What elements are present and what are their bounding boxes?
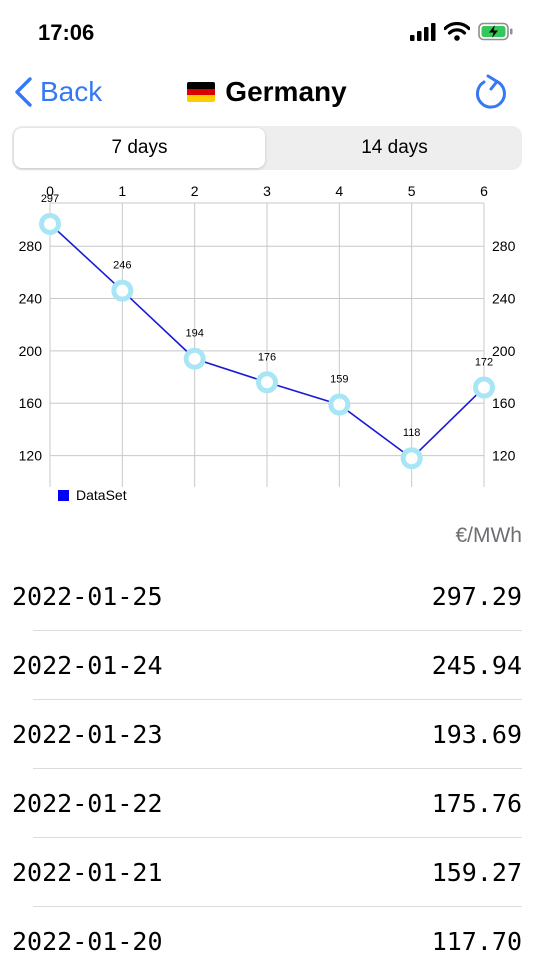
y-tick-label-right: 160 <box>492 395 516 411</box>
data-point <box>328 393 351 416</box>
y-tick-label-left: 120 <box>19 448 43 464</box>
data-label: 194 <box>185 328 203 340</box>
status-time: 17:06 <box>38 20 95 45</box>
wifi-icon <box>444 22 470 41</box>
data-label: 118 <box>403 427 421 439</box>
y-tick-label-right: 200 <box>492 343 516 359</box>
price-value: 175.76 <box>431 789 522 818</box>
page-title: Germany <box>0 76 534 108</box>
data-point <box>183 347 206 370</box>
x-tick-label: 6 <box>480 183 488 199</box>
y-tick-label-right: 280 <box>492 238 516 254</box>
x-tick-label: 1 <box>118 183 126 199</box>
data-point <box>473 376 495 399</box>
chart-data-labels: 297 246 194 176 159 118 172 <box>41 193 493 439</box>
y-tick-label-left: 240 <box>19 291 43 307</box>
data-label: 172 <box>475 357 493 369</box>
refresh-icon <box>475 74 506 109</box>
price-row: 2022-01-21 159.27 <box>12 838 522 907</box>
legend-label: DataSet <box>76 487 127 503</box>
status-icons <box>410 22 514 41</box>
y-tick-label-left: 200 <box>19 343 43 359</box>
price-row: 2022-01-22 175.76 <box>12 769 522 838</box>
legend-swatch <box>58 490 69 501</box>
price-row: 2022-01-24 245.94 <box>12 631 522 700</box>
data-point <box>111 279 134 302</box>
x-tick-label: 0 <box>46 183 54 199</box>
data-label: 159 <box>330 374 348 386</box>
data-point <box>400 447 423 470</box>
y-tick-label-left: 280 <box>19 238 43 254</box>
country-name: Germany <box>225 76 347 107</box>
price-date: 2022-01-25 <box>12 582 163 611</box>
battery-charging-icon <box>478 22 513 41</box>
x-tick-label: 5 <box>408 183 416 199</box>
segment-7-days[interactable]: 7 days <box>14 128 265 168</box>
germany-flag-icon <box>187 82 216 102</box>
segment-14-days[interactable]: 14 days <box>361 137 428 158</box>
price-value: 297.29 <box>431 582 522 611</box>
data-point <box>256 371 278 394</box>
refresh-button[interactable] <box>470 72 512 114</box>
chevron-left-icon <box>15 77 32 107</box>
price-value: 159.27 <box>431 858 522 887</box>
y-tick-label-left: 160 <box>19 395 43 411</box>
y-tick-label-right: 120 <box>492 448 516 464</box>
back-label: Back <box>40 76 103 107</box>
price-row: 2022-01-20 117.70 <box>12 907 522 975</box>
chart-y-ticks-right: 120 160 200 240 280 <box>492 238 516 463</box>
price-date: 2022-01-23 <box>12 720 163 749</box>
back-button[interactable]: Back <box>12 76 102 108</box>
data-label: 246 <box>113 260 131 272</box>
range-segmented-control: 7 days 14 days <box>12 126 522 170</box>
price-value: 245.94 <box>431 651 522 680</box>
price-date: 2022-01-20 <box>12 927 163 956</box>
price-date: 2022-01-21 <box>12 858 163 887</box>
price-row: 2022-01-23 193.69 <box>12 700 522 769</box>
price-row: 2022-01-25 297.29 <box>12 562 522 631</box>
price-date: 2022-01-24 <box>12 651 163 680</box>
unit-label: €/MWh <box>455 524 522 547</box>
navigation-bar: Back Germany <box>0 64 534 124</box>
x-tick-label: 4 <box>335 183 343 199</box>
chart-y-ticks-left: 120 160 200 240 280 <box>19 238 43 463</box>
chart-legend: DataSet <box>58 487 127 503</box>
price-value: 117.70 <box>431 927 522 956</box>
price-value: 193.69 <box>431 720 522 749</box>
data-label: 176 <box>258 351 276 363</box>
price-date: 2022-01-22 <box>12 789 163 818</box>
chart-points <box>39 212 495 470</box>
chart-grid <box>49 202 485 487</box>
data-label: 297 <box>41 193 59 205</box>
data-point <box>39 212 61 235</box>
chart-x-ticks: 0 1 2 3 4 5 6 <box>46 183 488 199</box>
price-list: 2022-01-25 297.29 2022-01-24 245.94 2022-01-… <box>0 562 534 975</box>
status-bar: 17:06 <box>0 0 534 64</box>
x-tick-label: 3 <box>263 183 271 199</box>
x-tick-label: 2 <box>191 183 199 199</box>
y-tick-label-right: 240 <box>492 291 516 307</box>
signal-icon <box>410 22 436 41</box>
